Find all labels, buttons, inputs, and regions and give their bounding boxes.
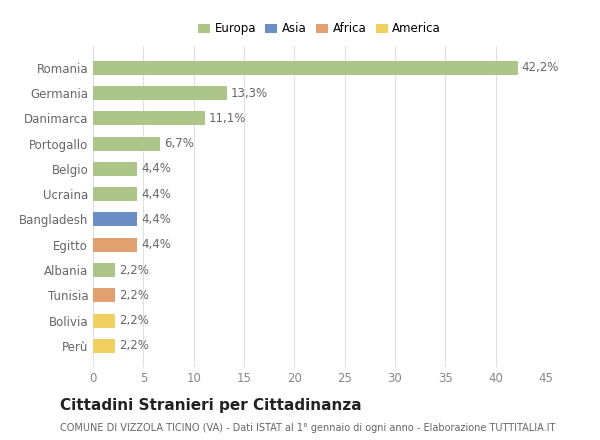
Bar (93, 187, 137, 201)
Text: 42,2%: 42,2% (522, 61, 559, 74)
Bar (93, 213, 137, 227)
Text: Cittadini Stranieri per Cittadinanza: Cittadini Stranieri per Cittadinanza (60, 398, 362, 413)
Text: 11,1%: 11,1% (209, 112, 246, 125)
Bar (93, 111, 205, 125)
Bar (93, 162, 137, 176)
Bar (93, 86, 227, 100)
Text: 4,4%: 4,4% (142, 213, 171, 226)
Bar (93, 61, 518, 75)
Bar (93, 314, 115, 327)
Text: 6,7%: 6,7% (164, 137, 194, 150)
Bar (93, 137, 160, 150)
Text: 2,2%: 2,2% (119, 339, 149, 352)
Text: 13,3%: 13,3% (231, 87, 268, 99)
Bar (93, 263, 115, 277)
Text: 4,4%: 4,4% (142, 238, 171, 251)
Text: 2,2%: 2,2% (119, 314, 149, 327)
Legend: Europa, Asia, Africa, America: Europa, Asia, Africa, America (196, 20, 443, 38)
Bar (93, 238, 137, 252)
Text: 2,2%: 2,2% (119, 289, 149, 302)
Text: 2,2%: 2,2% (119, 264, 149, 276)
Bar (93, 339, 115, 353)
Text: 4,4%: 4,4% (142, 162, 171, 176)
Text: COMUNE DI VIZZOLA TICINO (VA) - Dati ISTAT al 1° gennaio di ogni anno - Elaboraz: COMUNE DI VIZZOLA TICINO (VA) - Dati IST… (60, 423, 556, 433)
Text: 4,4%: 4,4% (142, 187, 171, 201)
Bar (93, 288, 115, 302)
